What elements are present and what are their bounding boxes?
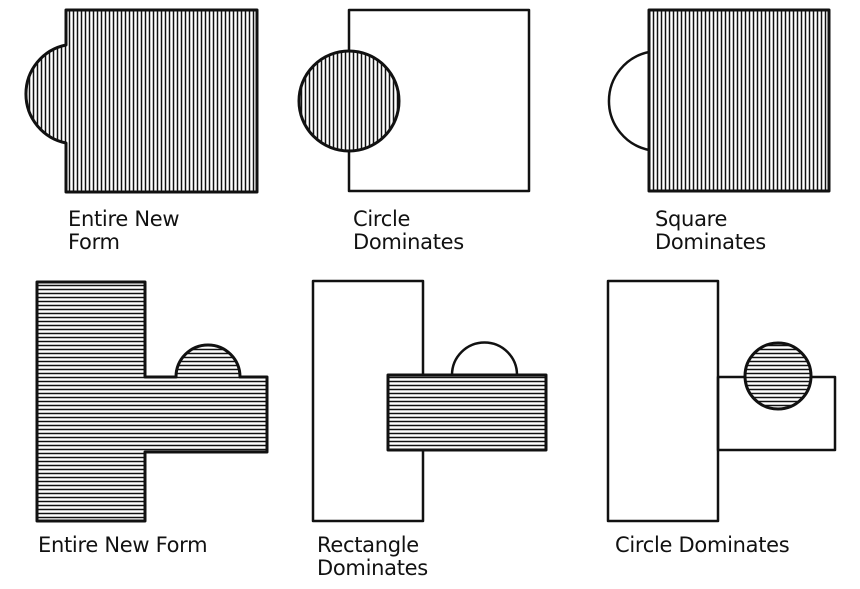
tall-rectangle-outline [606, 279, 720, 523]
caption-square-dominates: Square Dominates [655, 207, 766, 254]
panel-square-dominates [607, 8, 831, 193]
caption-circle-dominates-2: Circle Dominates [615, 533, 790, 557]
hatched-circle [297, 49, 401, 153]
caption-entire-new-form-2: Entire New Form [38, 533, 208, 557]
merged-form-shape [35, 280, 269, 523]
semicircle-outline [450, 341, 519, 376]
panel-entire-new-form-2 [35, 280, 269, 523]
hatched-rectangle [386, 373, 548, 452]
panel-circle-dominates-1 [297, 8, 531, 193]
merged-form-shape [24, 8, 259, 194]
semicircle-outline [607, 50, 650, 152]
caption-rectangle-dominates: Rectangle Dominates [317, 533, 428, 580]
caption-entire-new-form-1: Entire New Form [68, 207, 180, 254]
hatched-circle [743, 341, 813, 411]
caption-circle-dominates-1: Circle Dominates [353, 207, 464, 254]
hatched-square [647, 8, 831, 193]
panel-circle-dominates-2 [606, 279, 837, 523]
panel-entire-new-form-1 [24, 8, 259, 194]
panel-rectangle-dominates [311, 279, 548, 523]
